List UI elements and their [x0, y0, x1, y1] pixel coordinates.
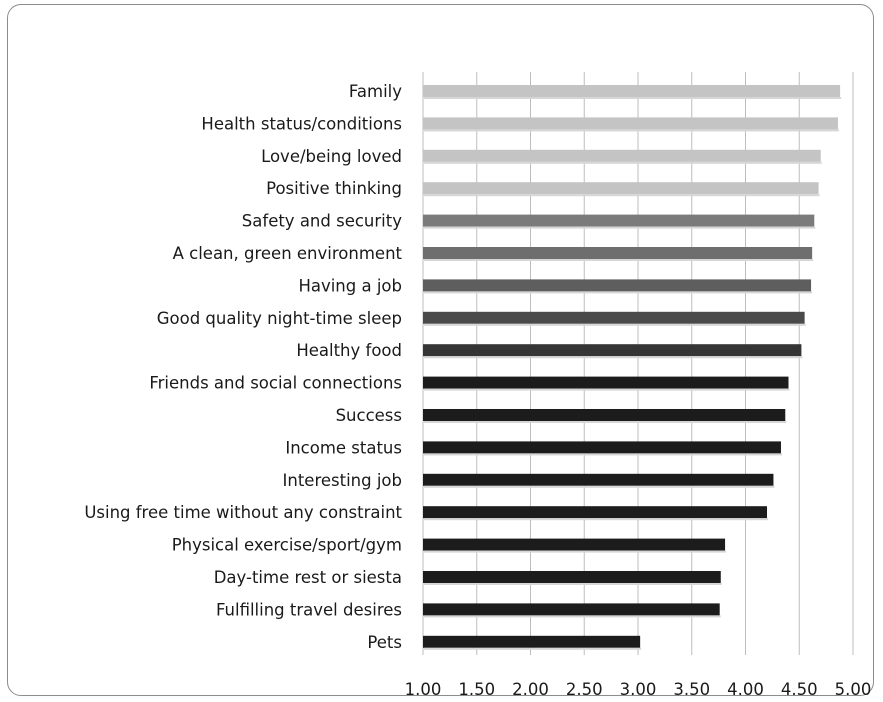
- bar: [423, 603, 720, 616]
- bar: [423, 85, 841, 97]
- category-label: Physical exercise/sport/gym: [172, 536, 402, 555]
- bar-shadow: [424, 647, 642, 650]
- bar-shadow: [424, 421, 787, 423]
- x-tick-label: 2.50: [566, 680, 603, 699]
- category-label: Fulfilling travel desires: [216, 600, 402, 619]
- bar-shadow: [424, 129, 839, 132]
- category-label: Day-time rest or siesta: [214, 568, 402, 587]
- bar-shadow: [424, 583, 722, 585]
- category-label: Love/being loved: [261, 147, 402, 166]
- bar: [423, 117, 838, 130]
- bar: [423, 311, 805, 324]
- category-label: Interesting job: [283, 471, 403, 490]
- category-label: Friends and social connections: [149, 374, 402, 393]
- bar: [423, 247, 813, 259]
- bar-shadow: [424, 291, 813, 294]
- bar-shadow: [424, 518, 768, 521]
- x-tick-labels: 1.00 1.50 2.00 2.50 3.00 3.50 4.00 4.50 5.00: [405, 680, 872, 699]
- bar-shadow: [424, 226, 816, 229]
- bar: [423, 635, 641, 648]
- bar-shadow: [424, 323, 806, 326]
- x-tick-label: 1.50: [458, 680, 495, 699]
- bar-shadow: [424, 161, 822, 164]
- bar: [423, 182, 819, 195]
- bar: [423, 214, 815, 227]
- bar: [423, 506, 767, 519]
- category-label: Success: [336, 406, 402, 425]
- bar-shadow: [424, 97, 842, 99]
- category-label: Using free time without any constraint: [84, 503, 402, 522]
- category-label: Safety and security: [242, 212, 402, 231]
- category-labels: Family Health status/conditions Love/being…: [84, 82, 402, 652]
- bar: [423, 344, 802, 357]
- category-label: Health status/conditions: [201, 114, 402, 133]
- category-label: Good quality night-time sleep: [157, 309, 402, 328]
- category-label: Pets: [367, 633, 402, 652]
- bar: [423, 441, 781, 454]
- bar-shadow: [424, 453, 782, 456]
- x-tick-label: 1.00: [405, 680, 442, 699]
- category-label: Family: [349, 82, 402, 101]
- x-tick-label: 3.50: [673, 680, 710, 699]
- bar-shadow: [424, 194, 820, 197]
- category-label: Positive thinking: [266, 179, 402, 198]
- bar-shadow: [424, 356, 803, 359]
- category-label: Healthy food: [296, 341, 402, 360]
- bar: [423, 571, 721, 583]
- bar: [423, 376, 789, 389]
- bars: [423, 85, 842, 650]
- bar: [423, 538, 726, 551]
- category-label: Having a job: [298, 276, 402, 295]
- bar-shadow: [424, 388, 790, 391]
- x-tick-label: 5.00: [835, 680, 872, 699]
- bar: [423, 279, 812, 292]
- category-label: A clean, green environment: [173, 244, 403, 263]
- bar: [423, 409, 786, 421]
- x-tick-label: 4.00: [727, 680, 764, 699]
- bar-shadow: [424, 485, 775, 488]
- bar: [423, 473, 774, 486]
- x-tick-label: 2.00: [512, 680, 549, 699]
- gridlines: [422, 72, 854, 655]
- bar-shadow: [424, 615, 721, 618]
- bar-shadow: [424, 550, 727, 553]
- bar: [423, 149, 821, 162]
- x-tick-label: 4.50: [781, 680, 818, 699]
- category-label: Income status: [285, 438, 402, 457]
- bar-shadow: [424, 259, 814, 261]
- x-tick-label: 3.00: [620, 680, 657, 699]
